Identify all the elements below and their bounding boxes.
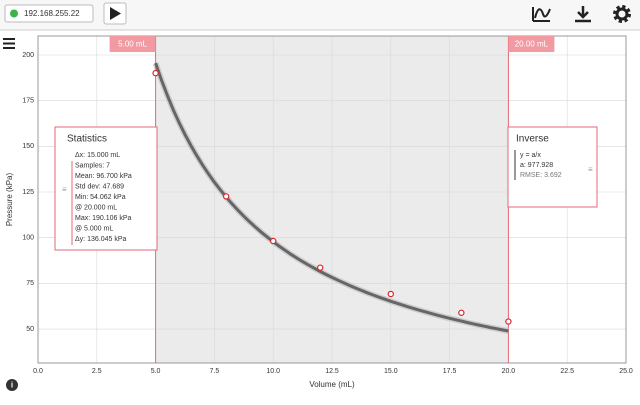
fit-curve [154, 62, 509, 333]
gear-body [615, 7, 629, 21]
fit-parameter: a: 977.928 [520, 162, 553, 169]
x-tick-label: 17.5 [443, 368, 457, 375]
statistics-line: @ 20.000 mL [75, 204, 117, 211]
x-tick-label: 20.0 [502, 368, 516, 375]
y-tick-label: 150 [22, 143, 34, 150]
x-tick-label: 2.5 [92, 368, 102, 375]
graph-button[interactable] [532, 7, 551, 22]
statistics-line: @ 5.000 mL [75, 225, 113, 232]
data-point [387, 290, 394, 298]
drag-handle: ≡ [588, 165, 593, 174]
selection-label: 5.00 mL [118, 40, 147, 49]
selection-label-box [109, 36, 156, 52]
y-tick-label: 100 [22, 235, 34, 242]
x-axis-label: Volume (mL) [309, 380, 355, 389]
x-tick-label: 0.0 [33, 368, 43, 375]
menu-button[interactable] [3, 38, 15, 49]
plot-border [37, 35, 627, 364]
selection-label: 20.00 mL [515, 40, 549, 49]
y-tick-label: 50 [26, 326, 34, 333]
x-tick-label: 22.5 [560, 368, 574, 375]
settings-button[interactable] [613, 5, 631, 23]
info-button[interactable] [6, 379, 18, 391]
y-tick-label: 125 [22, 189, 34, 196]
play-icon [110, 7, 121, 20]
fit-box [507, 126, 598, 208]
data-point [458, 309, 465, 316]
gear-teeth [613, 5, 631, 23]
data-point [317, 264, 324, 271]
x-tick-label: 15.0 [384, 368, 398, 375]
y-tick-label: 175 [22, 98, 34, 105]
x-tick-label: 12.5 [325, 368, 339, 375]
x-tick-label: 7.5 [210, 368, 220, 375]
status-dot [10, 9, 18, 18]
statistics-line: Mean: 96.700 kPa [75, 173, 132, 180]
y-axis-label: Pressure (kPa) [5, 172, 14, 226]
x-tick-label: 25.0 [619, 368, 633, 375]
data-point [505, 318, 512, 325]
statistics-title: Statistics [67, 134, 107, 145]
x-tick-label: 5.0 [151, 368, 161, 375]
statistics-line: Max: 190.106 kPa [75, 215, 132, 222]
data-point [270, 237, 277, 245]
device-button[interactable] [4, 4, 94, 23]
fit-equation: y = a/x [520, 152, 541, 159]
statistics-line: Samples: 7 [75, 162, 110, 169]
download-button[interactable] [575, 6, 591, 23]
statistics-line: Std dev: 47.689 [75, 183, 124, 190]
statistics-line: Δx: 15.000 mL [75, 152, 120, 159]
info-icon: i [11, 381, 13, 390]
drag-handle: ≡ [62, 185, 67, 194]
data-point [222, 193, 230, 200]
y-tick-label: 200 [22, 52, 34, 59]
statistics-line: Min: 54.062 kPa [75, 194, 126, 201]
x-tick-label: 10.0 [266, 368, 280, 375]
statistics-line: Δy: 136.045 kPa [75, 236, 126, 243]
fit-rmse: RMSE: 3.692 [520, 172, 562, 179]
y-tick-label: 75 [26, 280, 34, 287]
fit-title: Inverse [516, 134, 549, 145]
data-point [152, 69, 159, 77]
selection-label-box [508, 36, 555, 52]
device-address: 192.168.255.22 [24, 9, 80, 18]
